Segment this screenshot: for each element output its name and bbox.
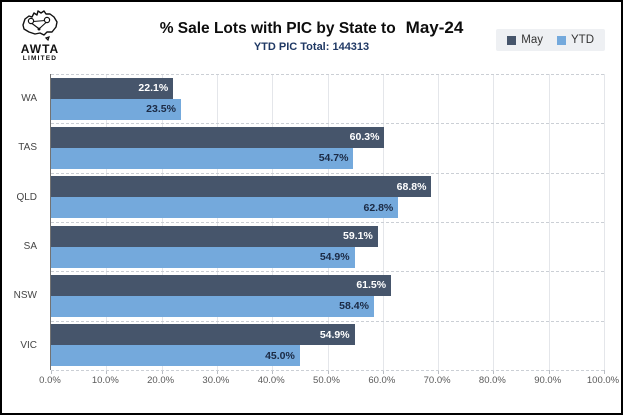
x-tick-label: 60.0%	[368, 375, 396, 386]
data-label: 22.1%	[138, 82, 169, 95]
legend-item-ytd: YTD	[557, 34, 594, 46]
bar-may-sa: 59.1%	[51, 225, 378, 247]
category-gridline	[51, 172, 604, 174]
data-label: 45.0%	[265, 349, 295, 362]
x-tick-label: 0.0%	[39, 375, 61, 386]
data-label: 54.7%	[318, 152, 349, 165]
bar-ytd-nsw: 58.4%	[51, 295, 374, 317]
x-tick-label: 70.0%	[423, 375, 451, 386]
y-axis-label-tas: TAS	[18, 142, 37, 154]
data-label: 62.8%	[363, 201, 394, 214]
australia-map-icon	[22, 10, 58, 42]
data-label: 54.9%	[319, 251, 350, 264]
bar-group-nsw: 61.5% 58.4%	[51, 271, 604, 320]
data-label: 68.8%	[396, 180, 427, 193]
x-tick-label: 80.0%	[478, 375, 506, 386]
x-tick-label: 20.0%	[147, 375, 175, 386]
axis-tick	[327, 370, 329, 374]
gridline	[604, 74, 605, 370]
data-label: 59.1%	[343, 230, 373, 243]
x-tick-label: 90.0%	[534, 375, 562, 386]
bar-may-wa: 22.1%	[51, 77, 174, 99]
axis-tick	[548, 370, 550, 374]
category-gridline	[51, 370, 604, 371]
category-gridline	[51, 123, 604, 125]
bar-ytd-sa: 54.9%	[51, 246, 355, 268]
bar-ytd-tas: 54.7%	[51, 147, 354, 169]
plot-area: 22.1% 23.5% 60.3% 54.7% 68.8% 62.8% 59.1% 54.9%…	[50, 74, 605, 374]
data-label: 54.9%	[319, 328, 350, 341]
bar-may-nsw: 61.5%	[51, 274, 392, 296]
bar-group-sa: 59.1% 54.9%	[51, 222, 604, 271]
bar-may-tas: 60.3%	[51, 126, 385, 148]
category-gridline	[51, 74, 604, 75]
category-gridline	[51, 271, 604, 273]
axis-tick	[493, 370, 495, 374]
axis-tick	[106, 370, 108, 374]
y-axis-label-wa: WA	[21, 93, 37, 105]
legend-swatch-may-icon	[507, 35, 517, 45]
x-tick-label: 100.0%	[586, 375, 620, 386]
axis-tick	[604, 370, 605, 374]
axis-tick	[161, 370, 163, 374]
axis-tick	[272, 370, 274, 374]
bar-ytd-wa: 23.5%	[51, 98, 181, 120]
axis-tick	[438, 370, 440, 374]
axis-tick	[216, 370, 218, 374]
data-label: 60.3%	[349, 131, 380, 144]
logo-text-awta: AWTA	[20, 42, 60, 56]
x-tick-label: 30.0%	[202, 375, 230, 386]
category-gridline	[51, 320, 604, 322]
legend-swatch-ytd-icon	[557, 35, 566, 45]
chart-title: % Sale Lots with PIC by State to	[159, 20, 396, 37]
bar-group-wa: 22.1% 23.5%	[51, 74, 604, 123]
legend-label-may: May	[521, 34, 543, 46]
legend: May YTD	[496, 29, 605, 51]
category-gridline	[51, 222, 604, 223]
x-tick-label: 50.0%	[313, 375, 340, 386]
bar-may-vic: 54.9%	[51, 324, 355, 346]
y-axis-label-qld: QLD	[16, 191, 37, 203]
y-axis-label-nsw: NSW	[13, 290, 37, 302]
axis-tick	[382, 370, 384, 374]
axis-tick	[51, 370, 52, 374]
bar-group-tas: 60.3% 54.7%	[51, 123, 604, 172]
legend-item-may: May	[507, 34, 543, 46]
bar-ytd-vic: 45.0%	[51, 345, 300, 367]
chart-title-period: May-24	[405, 18, 464, 37]
awta-logo: AWTA LIMITED	[15, 8, 65, 63]
bar-group-vic: 54.9% 45.0%	[51, 321, 604, 370]
legend-label-ytd: YTD	[571, 34, 594, 46]
bar-ytd-qld: 62.8%	[51, 197, 399, 219]
data-label: 58.4%	[339, 300, 369, 313]
data-label: 23.5%	[146, 103, 176, 116]
logo-text-limited: LIMITED	[22, 55, 58, 62]
y-axis-label-sa: SA	[23, 241, 37, 253]
data-label: 61.5%	[356, 279, 387, 292]
y-axis-label-vic: VIC	[20, 339, 37, 351]
bar-group-qld: 68.8% 62.8%	[51, 173, 604, 222]
bar-may-qld: 68.8%	[51, 176, 432, 198]
y-axis-labels: WA TAS QLD SA NSW VIC	[2, 74, 46, 370]
x-tick-label: 40.0%	[257, 375, 285, 386]
x-tick-label: 10.0%	[91, 375, 119, 386]
x-axis: 0.0% 10.0% 20.0% 30.0% 40.0% 50.0% 60.0% 70.0% 8…	[39, 375, 619, 389]
